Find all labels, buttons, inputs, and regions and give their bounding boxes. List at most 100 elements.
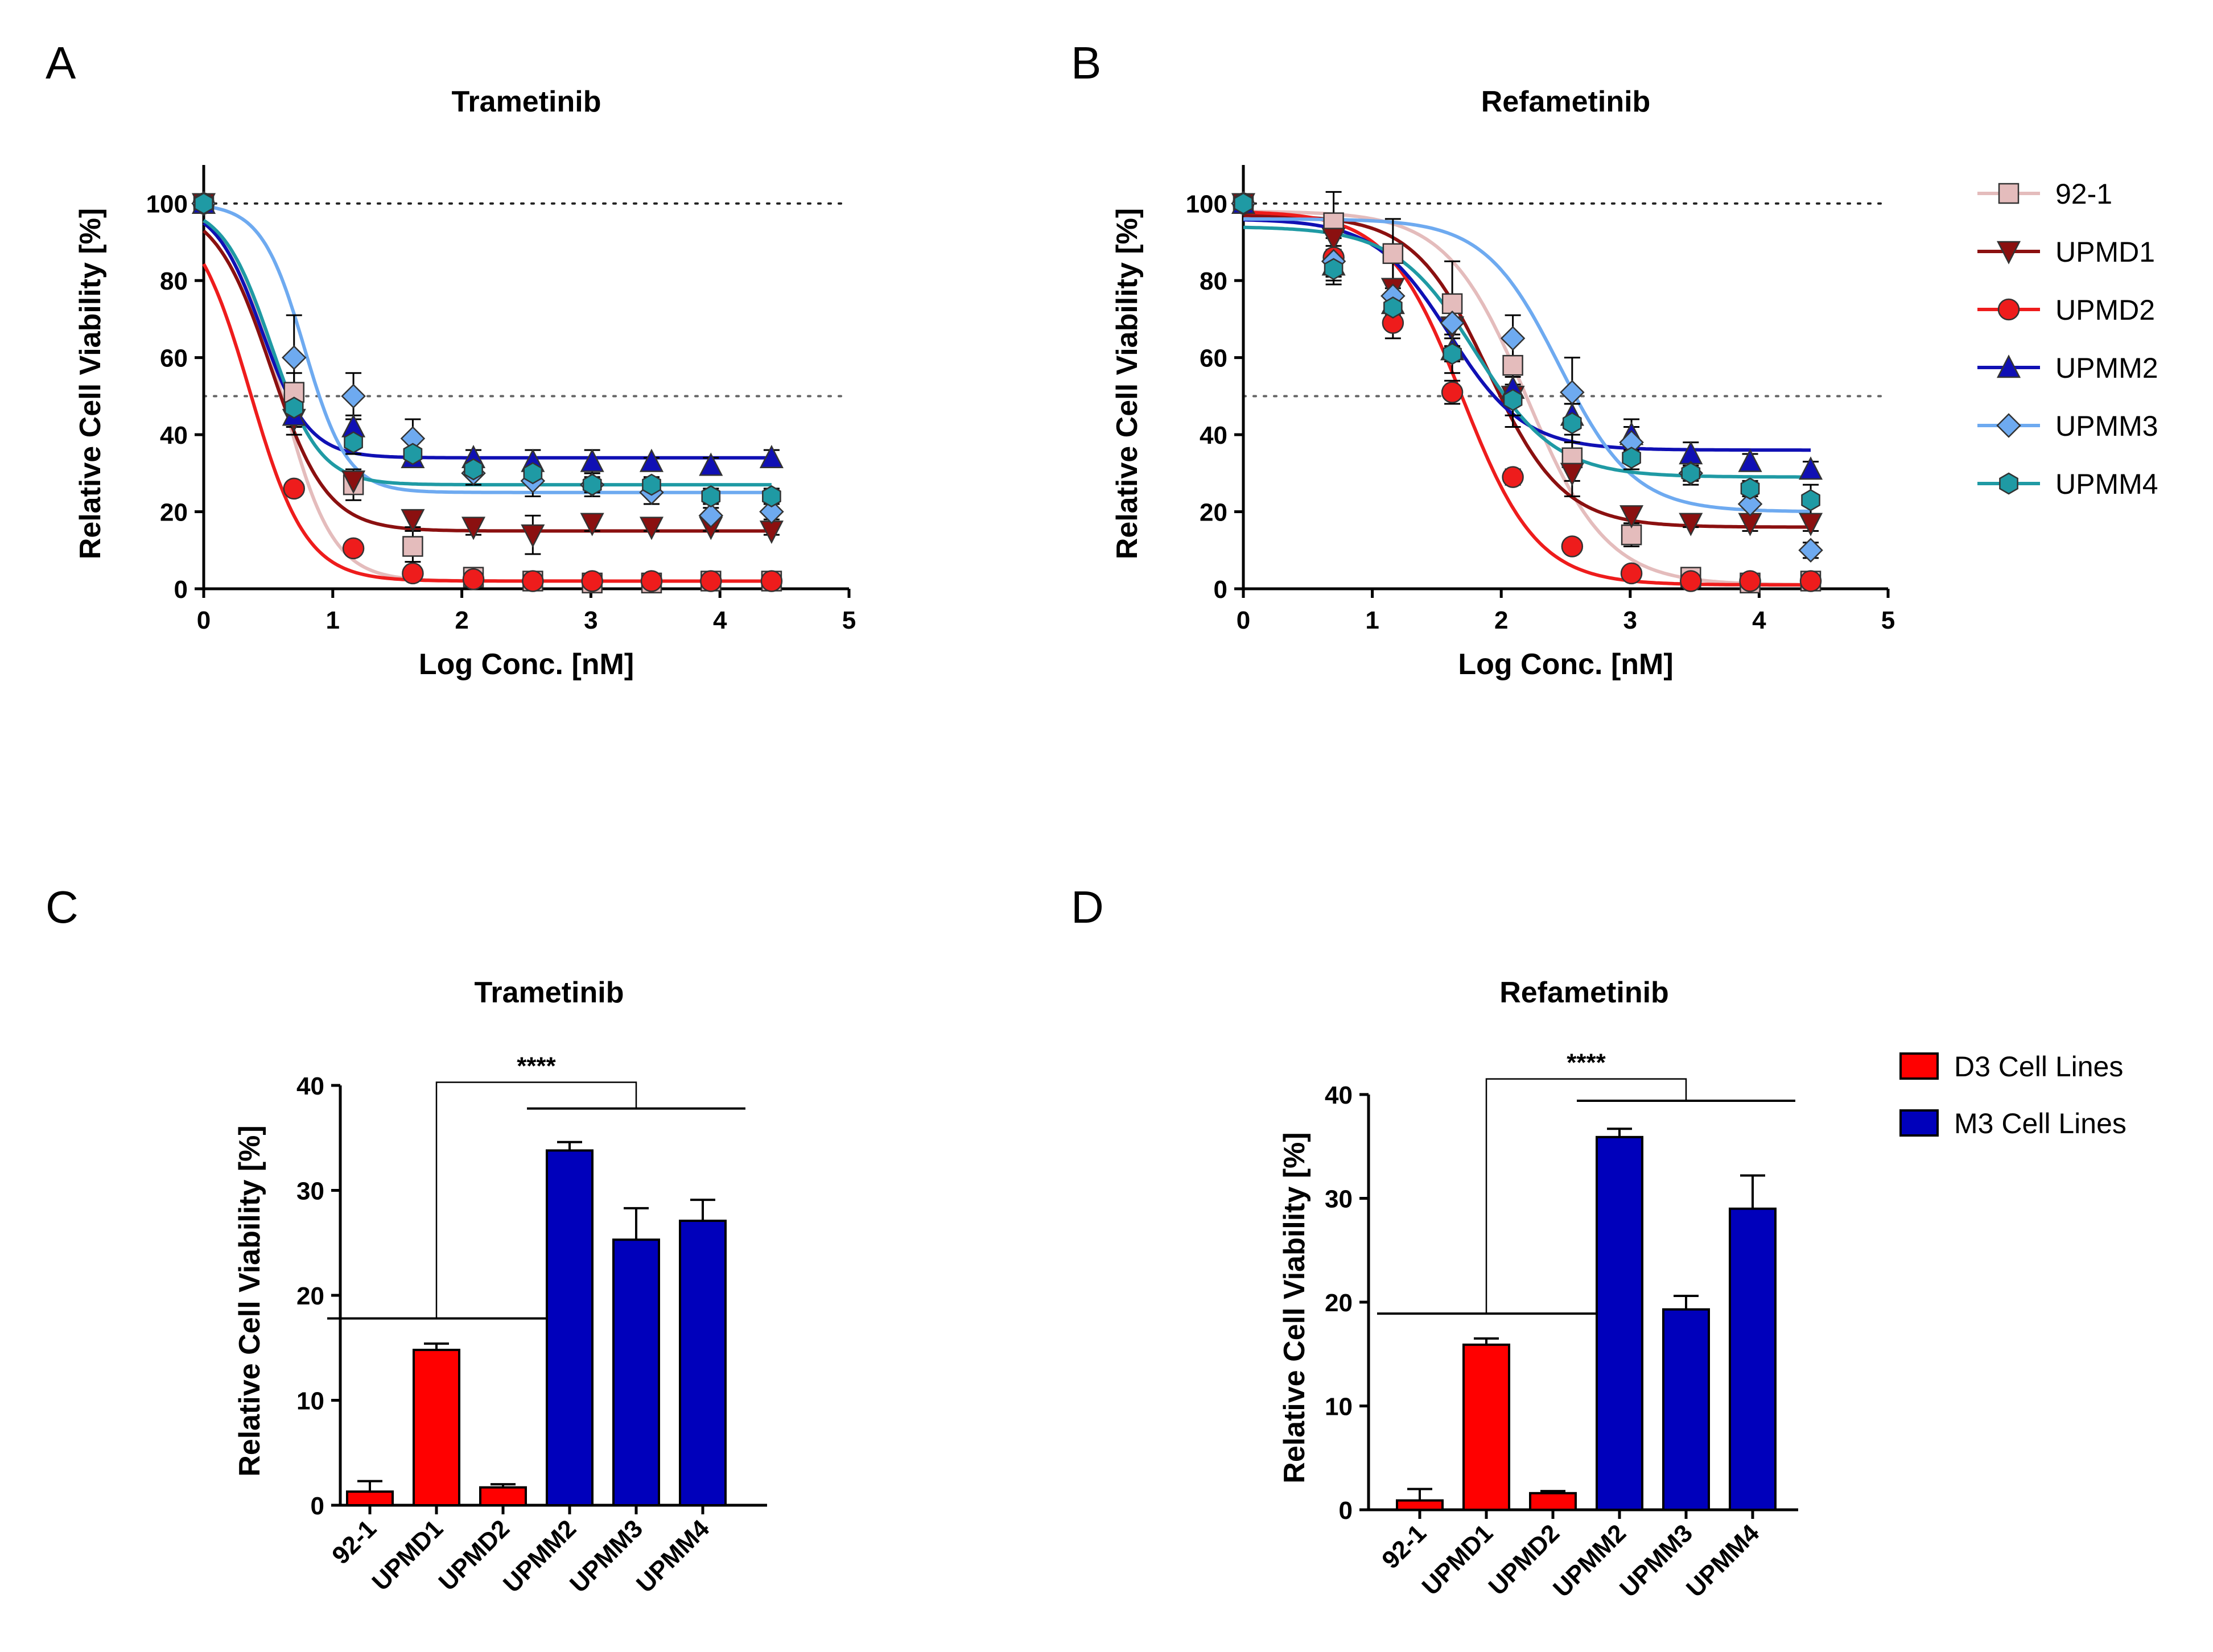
x-tick-label: 4 <box>1752 606 1766 634</box>
y-tick-label: 10 <box>1325 1393 1353 1421</box>
data-point-upmm4 <box>403 443 423 465</box>
data-point-upmd1 <box>580 513 604 536</box>
y-tick-label: 20 <box>296 1282 324 1310</box>
panel-label: B <box>1071 38 1101 88</box>
significance-bracket <box>1485 1078 1687 1314</box>
y-tick-label: 0 <box>1214 576 1227 604</box>
bar-upmd2 <box>479 1486 527 1507</box>
data-point-upmd1 <box>1619 505 1644 529</box>
y-tick-label: 10 <box>296 1387 324 1415</box>
significance-stars: **** <box>517 1052 556 1080</box>
data-point-upmm4 <box>1622 447 1641 469</box>
bar-92-1 <box>1396 1499 1444 1511</box>
bar-upmm2 <box>546 1149 594 1506</box>
data-point-upmd1 <box>639 517 664 540</box>
panel-c-bar-chart: C Trametinib 0 10 20 30 40 Relative Cell Viabil… <box>46 882 767 1598</box>
data-point-upmm3 <box>281 345 307 370</box>
data-point-upmd2 <box>581 570 603 592</box>
data-point-upmm2 <box>580 448 604 472</box>
data-point-upmm4 <box>1681 462 1701 485</box>
data-point-upmm4 <box>284 397 304 419</box>
x-tick-label: 92-1 <box>1377 1519 1432 1574</box>
data-point-upmm4 <box>1562 412 1582 435</box>
data-point-upmm4 <box>1383 296 1403 319</box>
x-tick-label: UPMM3 <box>1614 1519 1698 1603</box>
y-tick-label: 100 <box>1186 191 1227 218</box>
y-tick-label: 30 <box>1325 1186 1353 1213</box>
data-point-upmm4 <box>1324 258 1344 280</box>
panel-a-line-chart: A Trametinib 0 1 2 3 4 5 0 20 40 60 80 100 Log Conc. [… <box>46 38 856 681</box>
x-tick-label: 0 <box>1237 606 1250 634</box>
x-tick-label: 1 <box>326 606 340 634</box>
x-axis-label: Log Conc. [nM] <box>1458 648 1673 681</box>
data-point-upmm3 <box>341 383 366 409</box>
y-tick-label: 80 <box>1200 267 1227 295</box>
data-point-upmd2 <box>1441 381 1464 403</box>
bar-upmd2 <box>1529 1492 1577 1511</box>
y-tick-label: 30 <box>296 1178 324 1205</box>
x-tick-label: 2 <box>1494 606 1508 634</box>
bar-upmm3 <box>612 1238 660 1507</box>
data-point-upmd1 <box>1560 462 1584 486</box>
x-axis-label: Log Conc. [nM] <box>419 648 634 681</box>
x-tick-label: UPMM2 <box>1548 1519 1631 1603</box>
data-point-upmm4 <box>1443 342 1462 365</box>
x-tick-label: 92-1 <box>327 1514 382 1570</box>
legend-label: 92-1 <box>2055 178 2112 210</box>
legend-label: D3 Cell Lines <box>1954 1051 2123 1083</box>
x-tick-label: 4 <box>713 606 727 634</box>
data-point-upmm2 <box>639 448 664 472</box>
y-tick-label: 40 <box>1325 1081 1353 1109</box>
data-point-upmm3 <box>1560 379 1585 405</box>
data-point-upmm3 <box>698 503 724 528</box>
data-point-upmd2 <box>1561 535 1584 557</box>
bar-upmm3 <box>1662 1308 1710 1511</box>
fit-curve-upmd1 <box>202 229 772 533</box>
y-tick-label: 80 <box>160 267 188 295</box>
legend-marker-upmm2 <box>1996 354 2021 378</box>
line-legend: 92-1 UPMD1 UPMD2 UPMM2 UPMM3 UPMM4 <box>1977 178 2158 500</box>
data-point-upmd2 <box>1620 562 1643 585</box>
data-point-upmd1 <box>1679 513 1703 536</box>
y-tick-label: 60 <box>1200 345 1227 373</box>
data-point-upmd2 <box>640 570 663 592</box>
legend-label: UPMM2 <box>2055 352 2158 384</box>
data-point-upmd1 <box>521 524 545 548</box>
data-point-upmd2 <box>342 537 365 560</box>
y-tick-label: 20 <box>1200 499 1227 527</box>
data-point-upmd2 <box>1680 570 1702 592</box>
y-tick-label: 40 <box>296 1072 324 1100</box>
x-tick-label: 0 <box>197 606 211 634</box>
x-tick-label: UPMM4 <box>631 1514 715 1598</box>
data-point-upmm4 <box>344 431 363 454</box>
panel-d-bar-chart: D Refametinib 0 10 20 30 40 Relative Cell Viabi… <box>1071 882 1798 1603</box>
legend-marker-92-1 <box>1998 183 2020 204</box>
legend-marker-upmm3 <box>1996 413 2021 438</box>
legend-label: UPMD2 <box>2055 294 2155 326</box>
significance-stars: **** <box>1567 1049 1606 1077</box>
x-tick-label: 5 <box>842 606 856 634</box>
data-point-92-1 <box>402 536 423 557</box>
chart-title: Refametinib <box>1499 976 1669 1009</box>
bar-92-1 <box>346 1490 394 1506</box>
legend-label: M3 Cell Lines <box>1954 1108 2127 1139</box>
data-point-upmd2 <box>1739 570 1761 592</box>
data-point-upmm4 <box>1740 477 1760 500</box>
chart-title: Trametinib <box>452 85 601 118</box>
legend-marker-upmd1 <box>1996 241 2021 265</box>
data-point-upmm3 <box>1440 310 1465 336</box>
data-point-upmm2 <box>1738 448 1762 472</box>
fit-curve-upmd2 <box>202 263 772 583</box>
data-point-92-1 <box>1502 354 1523 376</box>
data-point-upmd2 <box>760 570 783 592</box>
significance-bracket <box>435 1081 637 1319</box>
data-point-upmm4 <box>1234 192 1253 215</box>
y-tick-label: 0 <box>1339 1497 1353 1525</box>
legend-label: UPMM4 <box>2055 468 2158 500</box>
data-point-upmd1 <box>341 470 366 494</box>
legend-swatch-m3 <box>1899 1109 1939 1137</box>
data-point-upmm3 <box>1737 492 1763 517</box>
data-point-upmd2 <box>522 570 544 592</box>
data-point-upmm2 <box>1679 441 1703 465</box>
